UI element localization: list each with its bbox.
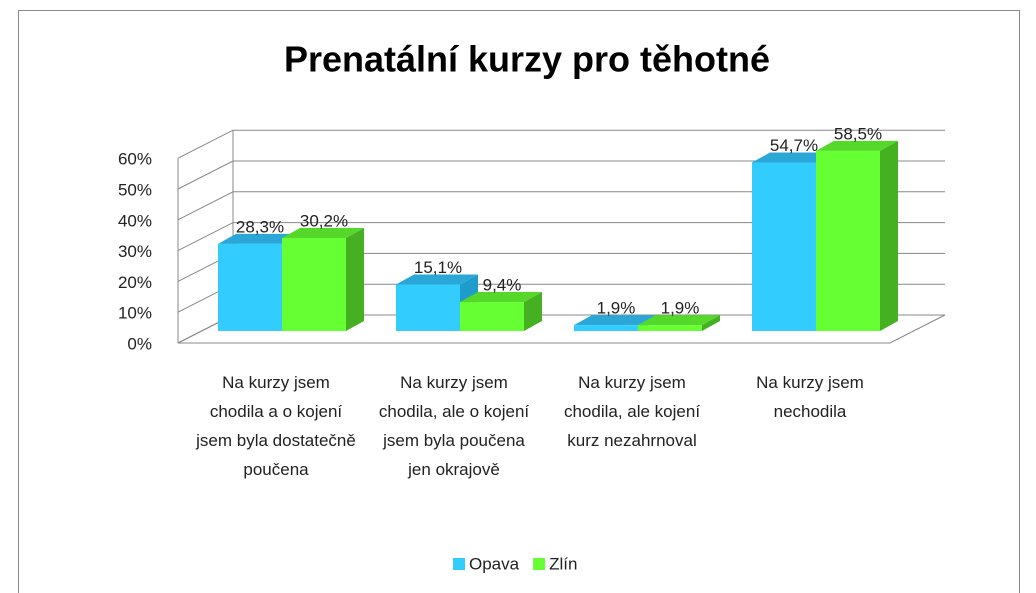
y-tick-label: 50% [118, 180, 152, 199]
value-label: 9,4% [483, 276, 522, 295]
bar [218, 243, 282, 331]
bar-top [460, 292, 542, 303]
value-label: 28,3% [236, 217, 284, 236]
bar-side [524, 292, 542, 331]
grid-line [177, 191, 945, 221]
bar-side [702, 315, 720, 331]
y-tick-label: 40% [118, 211, 152, 230]
x-tick-label: Na kurzy jsem chodila a o kojení jsem by… [196, 373, 356, 479]
bar [752, 162, 816, 331]
bar-side [346, 227, 364, 331]
y-tick-label: 30% [118, 242, 152, 261]
grid-line [177, 160, 945, 190]
grid-line [177, 222, 945, 252]
bar-top [574, 315, 656, 326]
bar [282, 237, 346, 331]
chart-title: Prenatální kurzy pro těhotné [284, 39, 770, 80]
value-label: 30,2% [300, 211, 348, 230]
bar-top [218, 233, 300, 244]
bar-top [282, 227, 364, 238]
legend-swatch [453, 558, 465, 570]
bar [638, 325, 702, 331]
y-tick-label: 10% [118, 304, 152, 323]
value-label: 1,9% [661, 299, 700, 318]
bar [396, 284, 460, 331]
bar-top [396, 274, 478, 285]
x-tick-label: Na kurzy jsem nechodila [756, 373, 864, 421]
bar-top [638, 315, 720, 326]
legend-swatch [533, 558, 546, 570]
y-tick-label: 20% [118, 273, 152, 292]
y-tick-label: 0% [127, 334, 152, 353]
bar-top [816, 140, 898, 151]
grid-line [177, 129, 945, 159]
x-tick-label: Na kurzy jsem chodila, ale o kojení jsem… [378, 373, 530, 479]
value-label: 58,5% [834, 124, 882, 143]
x-tick-label: Na kurzy jsem chodila, ale kojení kurz n… [563, 373, 701, 450]
legend-label: Opava [469, 554, 520, 573]
legend-label: Zlín [549, 554, 577, 573]
bar [460, 302, 524, 331]
bar-side [880, 140, 898, 331]
y-tick-label: 60% [118, 150, 152, 169]
bar [816, 150, 880, 331]
bar [574, 325, 638, 331]
bar-top [752, 152, 834, 163]
value-label: 15,1% [414, 258, 462, 277]
chart-frame [18, 10, 1020, 593]
value-label: 54,7% [770, 136, 818, 155]
value-label: 1,9% [597, 299, 636, 318]
